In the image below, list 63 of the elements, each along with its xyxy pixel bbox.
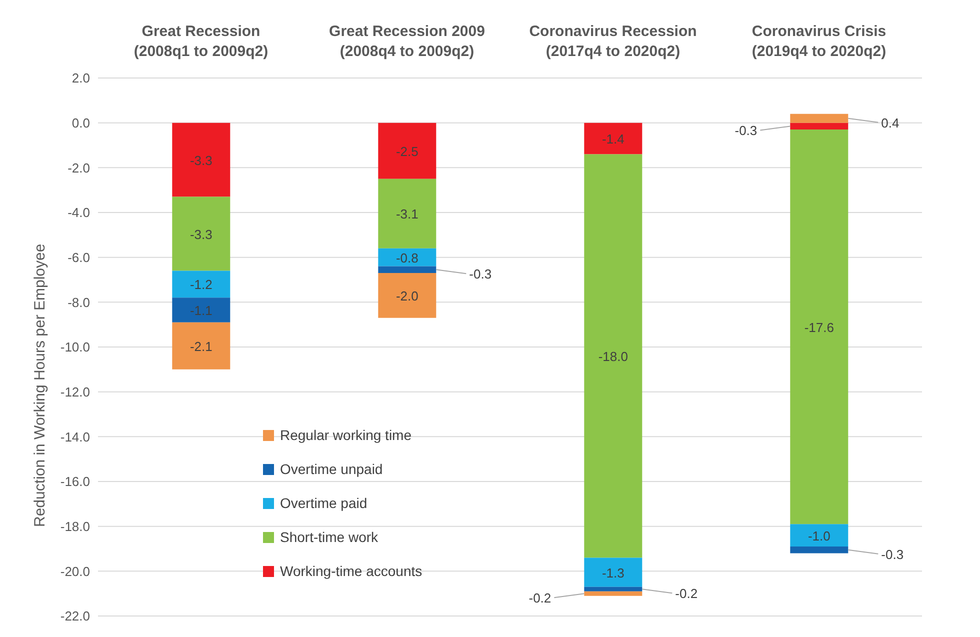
bar (584, 586, 642, 592)
data-label: -1.2 (190, 277, 212, 292)
data-label: -18.0 (598, 348, 628, 364)
y-tick-label: 0.0 (72, 115, 90, 130)
bar (172, 322, 230, 370)
bar (584, 591, 642, 596)
data-label: -17.6 (804, 320, 834, 335)
bar (378, 248, 436, 266)
bar (584, 558, 642, 587)
legend-label: Regular working time (280, 427, 412, 443)
bar (172, 196, 230, 271)
x-tick-label: Coronavirus Recession (2017q4 to 2020q2) (529, 23, 697, 60)
data-label: -2.5 (396, 144, 418, 159)
data-label: -3.3 (190, 226, 212, 242)
data-label: -1.3 (602, 565, 624, 580)
y-tick-label: 2.0 (72, 70, 90, 86)
data-label: 0.4 (881, 115, 900, 130)
x-tick-label: Great Recession 2009 (2008q4 to 2009q2) (329, 23, 485, 60)
y-tick-label: -14.0 (60, 429, 90, 444)
bar (378, 266, 436, 274)
data-label: -0.3 (734, 123, 758, 138)
bar (584, 154, 642, 558)
bar (378, 273, 436, 318)
bar (378, 122, 436, 179)
data-label: -3.3 (190, 152, 212, 168)
legend-label: Working-time accounts (280, 563, 422, 579)
bar (172, 122, 230, 197)
data-label: -0.3 (881, 546, 904, 562)
bar (584, 122, 642, 154)
data-label: -1.1 (190, 303, 212, 318)
bar (790, 114, 848, 123)
data-label: -1.0 (808, 528, 830, 544)
y-tick-label: -12.0 (60, 384, 90, 400)
x-tick-label: Coronavirus Crisis (2019q4 to 2020q2) (752, 23, 886, 60)
bar (172, 298, 230, 322)
y-tick-label: -4.0 (68, 205, 90, 220)
data-label: -2.1 (190, 338, 212, 354)
data-label: -2.0 (396, 288, 418, 304)
data-label: -1.4 (602, 132, 624, 147)
data-label: -0.2 (528, 590, 552, 606)
y-tick-label: -10.0 (60, 340, 90, 355)
legend-label: Short-time work (280, 529, 378, 545)
bar (790, 524, 848, 547)
data-label: -0.3 (469, 266, 492, 282)
bar (790, 130, 848, 524)
y-tick-label: -20.0 (60, 564, 90, 579)
x-tick-label: Great Recession (2008q1 to 2009q2) (134, 23, 268, 60)
data-label: -3.1 (396, 206, 418, 222)
y-tick-label: -16.0 (60, 474, 90, 490)
y-tick-label: -18.0 (60, 518, 90, 534)
legend-label: Overtime unpaid (280, 461, 383, 477)
bar (172, 270, 230, 298)
y-axis-title: Reduction in Working Hours per Employee (31, 244, 48, 527)
legend-label: Overtime paid (280, 495, 368, 511)
data-label: -0.2 (675, 586, 698, 602)
bar (790, 122, 848, 130)
y-tick-label: -6.0 (68, 250, 90, 265)
y-tick-label: -22.0 (60, 608, 90, 624)
bar (378, 178, 436, 248)
y-tick-label: -8.0 (68, 294, 90, 310)
data-label: -0.8 (396, 250, 418, 266)
y-tick-label: -2.0 (68, 160, 90, 176)
bar (790, 546, 848, 554)
